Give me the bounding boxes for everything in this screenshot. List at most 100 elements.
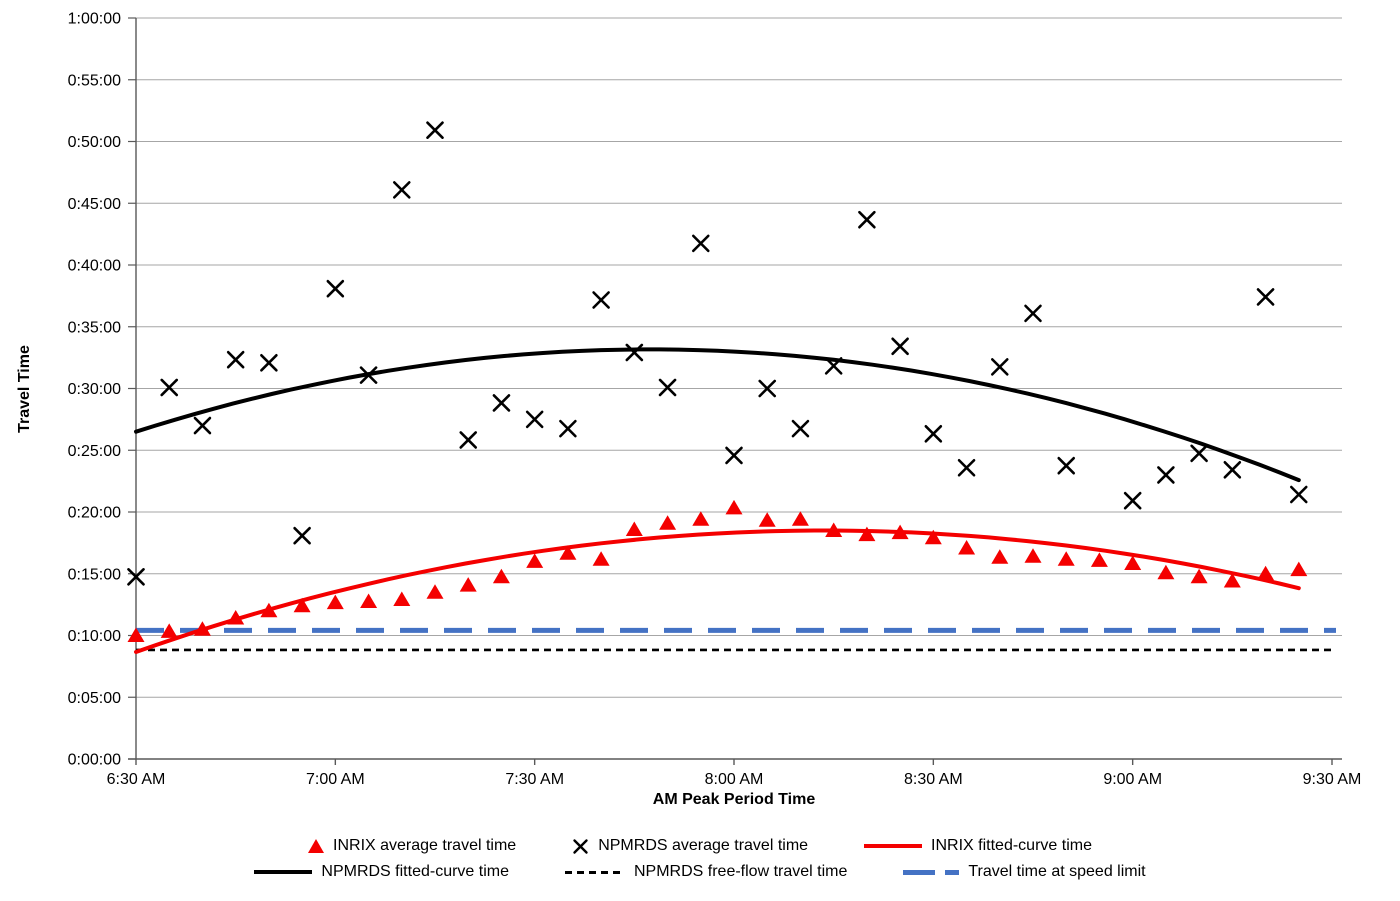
y-tick-label: 0:25:00 <box>68 443 121 460</box>
blue-dashed-line-icon <box>903 869 960 875</box>
x-tick-label: 9:30 AM <box>1303 771 1362 788</box>
black-line-icon <box>254 870 313 874</box>
y-tick-label: 0:55:00 <box>68 72 121 89</box>
x-axis-tick-labels: 6:30 AM 7:00 AM 7:30 AM 8:00 AM 8:30 AM 9:00 … <box>107 771 1362 788</box>
series-npmrds-fitted-curve-time <box>134 347 1301 483</box>
inrix-data-point <box>1024 548 1042 563</box>
npmrds-data-point <box>260 353 278 372</box>
inrix-data-point <box>326 594 344 610</box>
x-marker-icon <box>573 838 588 854</box>
legend-label: NPMRDS free-flow travel time <box>633 863 848 880</box>
y-tick-label: 0:20:00 <box>68 505 121 522</box>
inrix-data-point <box>858 526 876 542</box>
legend-row-1: INRIX average travel time NPMRDS average… <box>308 837 1092 855</box>
legend-row-2: NPMRDS fitted-curve time NPMRDS free-flo… <box>254 863 1146 881</box>
npmrds-data-point <box>1223 461 1242 479</box>
npmrds-data-point <box>392 181 411 199</box>
npmrds-data-point <box>1190 444 1208 463</box>
npmrds-data-point <box>725 446 743 465</box>
npmrds-data-point <box>492 394 511 412</box>
inrix-data-point <box>160 623 178 638</box>
inrix-data-point <box>958 540 976 555</box>
chart-legend: INRIX average travel time NPMRDS average… <box>0 837 1400 881</box>
npmrds-data-point <box>226 350 245 369</box>
inrix-data-point <box>260 602 278 618</box>
triangle-marker-icon <box>308 839 325 853</box>
inrix-data-point <box>1190 568 1208 584</box>
inrix-data-point <box>1223 573 1241 588</box>
inrix-data-point <box>1090 552 1108 567</box>
y-tick-label: 0:05:00 <box>68 690 121 707</box>
inrix-data-point <box>559 545 577 560</box>
legend-label: NPMRDS average travel time <box>598 837 809 854</box>
inrix-data-point <box>526 553 544 568</box>
npmrds-data-point <box>1157 466 1175 484</box>
black-dashed-line-icon <box>564 870 625 874</box>
inrix-data-point <box>891 524 909 540</box>
npmrds-data-point <box>957 458 976 477</box>
y-tick-label: 0:40:00 <box>68 258 121 275</box>
inrix-data-point <box>692 511 710 526</box>
npmrds-data-point <box>791 419 810 438</box>
inrix-data-point <box>659 515 677 530</box>
npmrds-data-point <box>691 234 710 253</box>
y-tick-label: 1:00:00 <box>68 11 121 28</box>
y-tick-label: 0:15:00 <box>68 566 121 583</box>
red-line-icon <box>864 844 923 848</box>
npmrds-data-point <box>625 343 644 362</box>
x-tick-label: 8:30 AM <box>904 771 963 788</box>
npmrds-data-point <box>1289 485 1308 504</box>
inrix-data-point <box>758 512 776 527</box>
npmrds-data-point <box>559 419 577 438</box>
inrix-data-point <box>393 591 411 606</box>
inrix-data-point <box>725 499 743 515</box>
y-tick-label: 0:00:00 <box>68 752 121 769</box>
x-tick-label: 7:30 AM <box>505 771 564 788</box>
npmrds-data-point <box>326 279 345 298</box>
y-tick-label: 0:30:00 <box>68 381 121 398</box>
npmrds-data-point <box>525 410 544 429</box>
inrix-data-point <box>360 593 378 608</box>
y-tick-label: 0:10:00 <box>68 628 121 645</box>
y-tick-label: 0:45:00 <box>68 196 121 213</box>
inrix-data-point <box>293 597 311 613</box>
x-tick-label: 6:30 AM <box>107 771 166 788</box>
npmrds-data-point <box>426 121 444 139</box>
legend-item-npmrds-freeflow: NPMRDS free-flow travel time <box>564 863 848 881</box>
inrix-data-point <box>825 522 843 537</box>
npmrds-data-point <box>858 210 876 229</box>
inrix-data-point <box>592 551 610 566</box>
npmrds-data-point <box>758 379 777 398</box>
legend-item-speed-limit: Travel time at speed limit <box>903 863 1146 881</box>
inrix-data-point <box>1124 555 1142 570</box>
inrix-data-point <box>1057 551 1075 566</box>
plot-area: 0:00:00 0:05:00 0:10:00 0:15:00 0:20:00 0:25:… <box>68 11 1362 789</box>
inrix-data-point <box>459 577 477 592</box>
npmrds-data-point <box>658 378 677 397</box>
y-axis-tick-labels: 0:00:00 0:05:00 0:10:00 0:15:00 0:20:00 0:25:… <box>68 11 121 769</box>
npmrds-data-point <box>1256 288 1275 306</box>
npmrds-data-point <box>127 568 145 586</box>
y-tick-label: 0:35:00 <box>68 319 121 336</box>
npmrds-data-point <box>459 431 478 449</box>
npmrds-data-point <box>1123 491 1142 510</box>
inrix-data-point <box>1257 565 1275 581</box>
inrix-data-point <box>924 529 942 545</box>
inrix-data-point <box>1157 564 1175 580</box>
y-tick-label: 0:50:00 <box>68 134 121 151</box>
inrix-data-point <box>625 521 643 536</box>
legend-label: INRIX average travel time <box>333 837 517 854</box>
legend-label: INRIX fitted-curve time <box>931 837 1092 854</box>
inrix-data-point <box>227 610 245 625</box>
npmrds-data-point <box>1057 456 1076 475</box>
legend-item-npmrds-fitted: NPMRDS fitted-curve time <box>254 863 509 881</box>
x-tick-label: 8:00 AM <box>705 771 764 788</box>
series-inrix-average-travel-time <box>127 499 1308 642</box>
legend-item-npmrds-average: NPMRDS average travel time <box>572 837 808 855</box>
npmrds-data-point <box>990 358 1009 376</box>
inrix-data-point <box>426 584 444 599</box>
inrix-data-point <box>791 511 809 526</box>
npmrds-data-point <box>359 366 378 384</box>
axes <box>128 18 1342 765</box>
